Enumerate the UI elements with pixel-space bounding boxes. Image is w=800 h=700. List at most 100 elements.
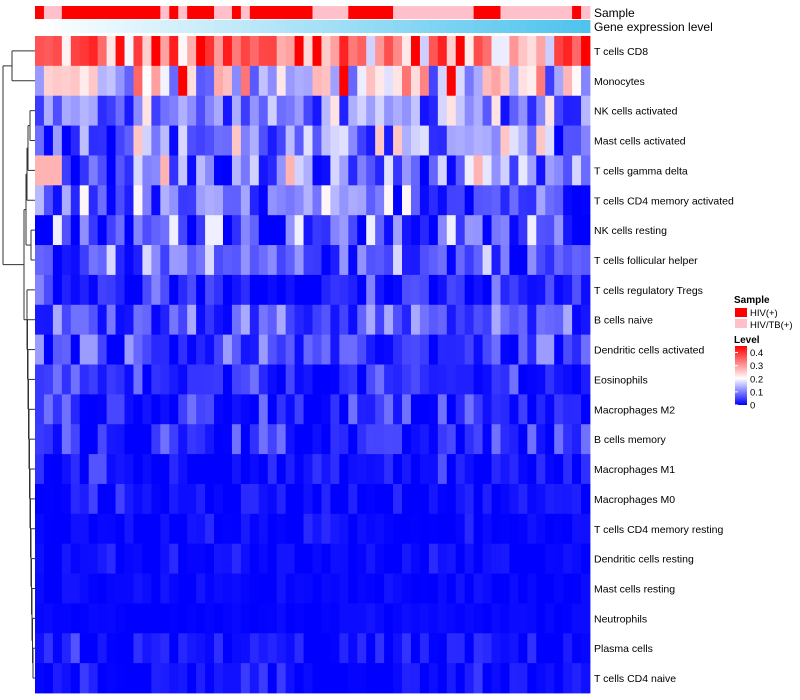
heatmap-cell	[581, 155, 591, 186]
heatmap-cell	[124, 95, 134, 126]
heatmap-cell	[142, 603, 152, 634]
expression-annotation-cell	[312, 20, 322, 33]
heatmap-cell	[169, 603, 179, 634]
row-label: Dendritic cells activated	[594, 345, 704, 357]
heatmap-cell	[437, 633, 448, 664]
heatmap-cell	[169, 125, 179, 156]
annotation-label-expression: Gene expression level	[594, 20, 713, 34]
expression-annotation-cell	[366, 20, 376, 33]
level-tick-label: 0.4	[750, 348, 763, 359]
heatmap-cell	[43, 185, 54, 216]
heatmap-cell	[249, 245, 260, 276]
heatmap-cell	[267, 36, 278, 67]
heatmap-cell	[536, 633, 546, 664]
heatmap-cell	[97, 304, 108, 336]
heatmap-cell	[169, 633, 179, 664]
heatmap-cell	[231, 573, 242, 604]
heatmap-cell	[563, 95, 573, 126]
heatmap-cell	[115, 215, 125, 246]
heatmap-cell	[285, 424, 295, 455]
heatmap-cell	[133, 65, 143, 97]
expression-annotation-cell	[482, 20, 492, 33]
heatmap-cell	[527, 334, 537, 365]
heatmap-cell	[249, 543, 260, 574]
heatmap-cell	[482, 334, 492, 365]
heatmap-cell	[393, 573, 403, 604]
heatmap-cell	[393, 454, 403, 485]
heatmap-cell	[491, 454, 501, 485]
heatmap-cell	[52, 245, 63, 276]
heatmap-cell	[572, 663, 582, 694]
heatmap-cell	[214, 543, 224, 574]
heatmap-cell	[285, 483, 295, 515]
heatmap-cell	[527, 95, 537, 126]
heatmap-cell	[43, 304, 54, 336]
expression-annotation-cell	[276, 20, 287, 33]
heatmap-cell	[303, 125, 313, 156]
heatmap-cell	[88, 304, 99, 336]
heatmap-cell	[214, 424, 224, 455]
heatmap-cell	[88, 543, 99, 574]
heatmap-cell	[527, 663, 537, 694]
row-label: Mast cells activated	[594, 136, 686, 148]
heatmap-cell	[554, 543, 564, 574]
heatmap-cell	[500, 364, 510, 395]
heatmap-cell	[106, 573, 116, 604]
heatmap-cell	[482, 633, 492, 664]
heatmap-cell	[222, 65, 233, 97]
heatmap-cell	[357, 394, 367, 425]
heatmap-cell	[70, 36, 81, 67]
heatmap-cell	[312, 364, 322, 395]
heatmap-cell	[35, 274, 45, 306]
heatmap-cell	[160, 274, 170, 306]
heatmap-cell	[303, 394, 313, 425]
heatmap-cell	[106, 334, 116, 365]
heatmap-cell	[285, 245, 295, 276]
heatmap-cell	[106, 304, 116, 336]
heatmap-cell	[330, 543, 340, 574]
heatmap-cell	[214, 95, 224, 126]
heatmap-cell	[70, 513, 81, 545]
heatmap-cell	[214, 65, 224, 97]
heatmap-cell	[151, 125, 161, 156]
heatmap-cell	[258, 36, 269, 67]
heatmap-cell	[473, 185, 483, 216]
heatmap-cell	[231, 603, 242, 634]
heatmap-cell	[393, 274, 403, 306]
heatmap-cell	[35, 185, 45, 216]
heatmap-cell	[348, 65, 358, 97]
heatmap-cell	[231, 394, 242, 425]
heatmap-cell	[402, 185, 412, 216]
heatmap-cell	[375, 334, 385, 365]
sample-annotation-cell	[169, 6, 179, 19]
heatmap-cell	[357, 185, 367, 216]
heatmap-cell	[285, 36, 295, 67]
heatmap-cell	[303, 274, 313, 306]
heatmap-cell	[321, 304, 331, 336]
heatmap-cell	[518, 334, 528, 365]
heatmap-cell	[61, 95, 72, 126]
heatmap-cell	[124, 424, 134, 455]
heatmap-cell	[115, 394, 125, 425]
heatmap-cell	[437, 483, 448, 515]
heatmap-cell	[97, 483, 108, 515]
heatmap-cell	[231, 304, 242, 336]
heatmap-cell	[151, 245, 161, 276]
heatmap-cell	[187, 36, 197, 67]
heatmap-cell	[536, 36, 546, 67]
heatmap-cell	[88, 394, 99, 425]
heatmap-cell	[500, 125, 510, 156]
sample-annotation-cell	[348, 6, 358, 19]
heatmap-cell	[106, 513, 116, 545]
heatmap-cell	[572, 185, 582, 216]
heatmap-cell	[214, 513, 224, 545]
heatmap-cell	[384, 543, 394, 574]
heatmap-cell	[205, 125, 215, 156]
heatmap-cell	[35, 334, 45, 365]
heatmap-cell	[402, 483, 412, 515]
row-label: T cells CD4 naive	[594, 673, 676, 685]
heatmap-cell	[455, 125, 466, 156]
heatmap-cell	[97, 155, 108, 186]
heatmap-cell	[563, 36, 573, 67]
heatmap-cell	[357, 36, 367, 67]
